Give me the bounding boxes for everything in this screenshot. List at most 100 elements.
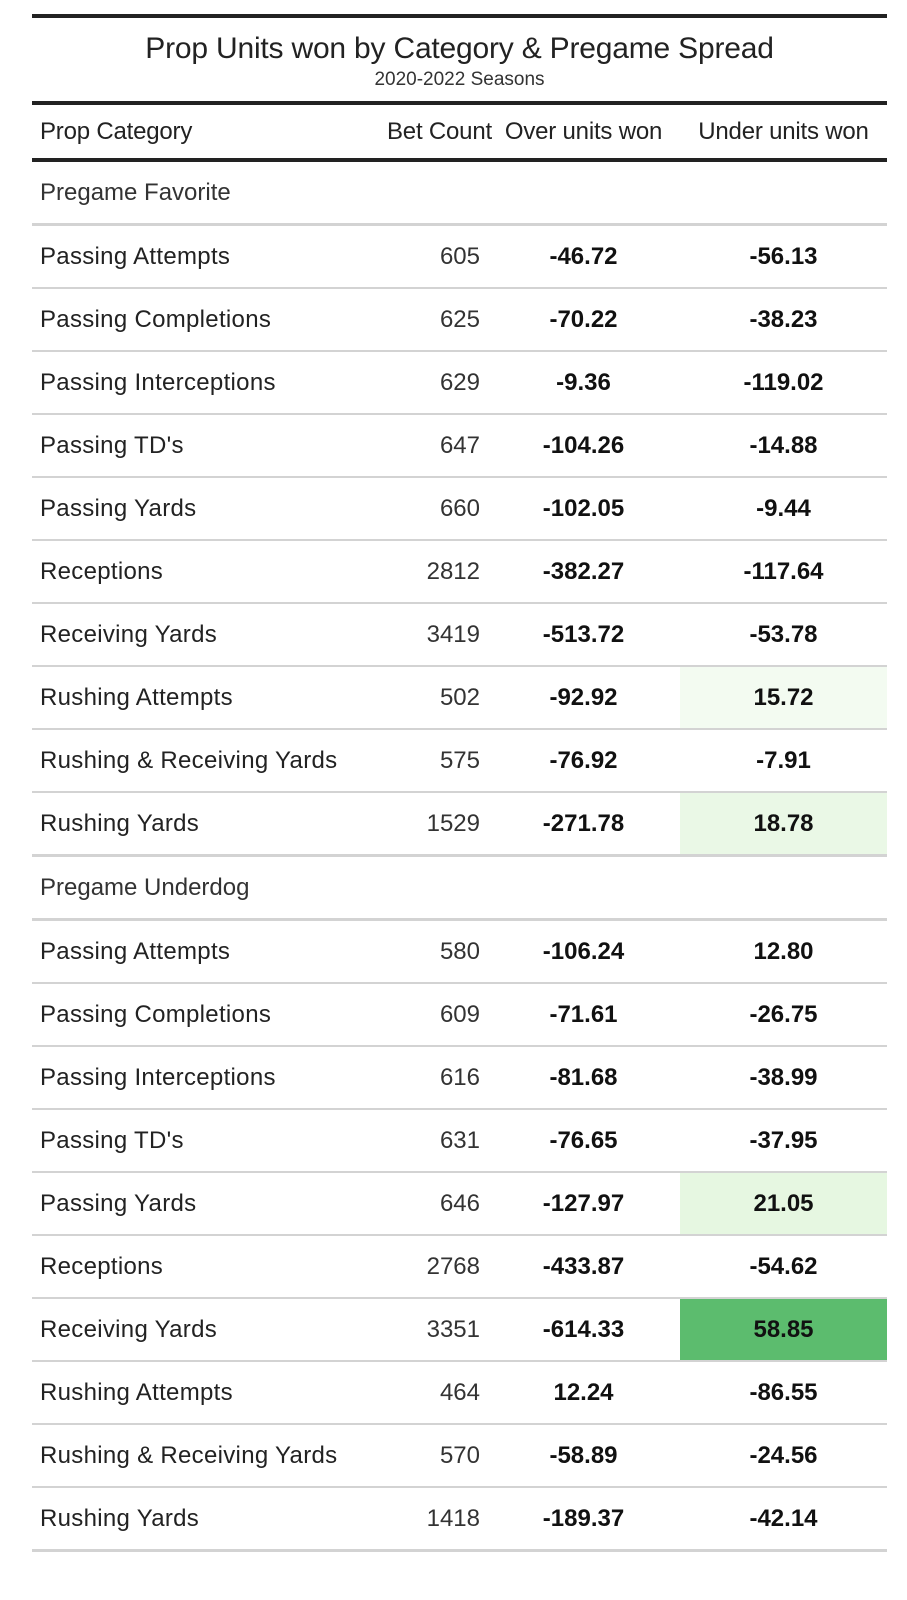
cell-bet-count: 631 bbox=[387, 1109, 487, 1173]
table-row: Receptions 2812 -382.27 -117.64 bbox=[32, 540, 887, 604]
cell-bet-count: 1418 bbox=[387, 1487, 487, 1552]
table-row: Passing TD's 647 -104.26 -14.88 bbox=[32, 414, 887, 478]
cell-bet-count: 1529 bbox=[387, 792, 487, 857]
cell-over-units: -102.05 bbox=[487, 477, 680, 541]
cell-over-units: -382.27 bbox=[487, 540, 680, 604]
cell-under-units: -7.91 bbox=[680, 729, 887, 793]
cell-prop-category: Rushing & Receiving Yards bbox=[32, 1424, 387, 1488]
table-row: Rushing Attempts 502 -92.92 15.72 bbox=[32, 666, 887, 730]
cell-prop-category: Rushing Yards bbox=[32, 792, 387, 857]
cell-over-units: -9.36 bbox=[487, 351, 680, 415]
table-row: Passing Attempts 580 -106.24 12.80 bbox=[32, 919, 887, 984]
cell-under-units: -9.44 bbox=[680, 477, 887, 541]
table-row: Passing Yards 660 -102.05 -9.44 bbox=[32, 477, 887, 541]
cell-over-units: -614.33 bbox=[487, 1298, 680, 1362]
cell-over-units: -104.26 bbox=[487, 414, 680, 478]
cell-over-units: -513.72 bbox=[487, 603, 680, 667]
cell-bet-count: 502 bbox=[387, 666, 487, 730]
cell-prop-category: Passing Yards bbox=[32, 477, 387, 541]
cell-bet-count: 3419 bbox=[387, 603, 487, 667]
cell-under-units: -119.02 bbox=[680, 351, 887, 415]
table-row: Passing Attempts 605 -46.72 -56.13 bbox=[32, 224, 887, 289]
cell-prop-category: Rushing Attempts bbox=[32, 1361, 387, 1425]
column-header-bet-count: Bet Count bbox=[387, 105, 492, 162]
chart-subtitle: 2020-2022 Seasons bbox=[374, 69, 545, 90]
cell-over-units: -92.92 bbox=[487, 666, 680, 730]
cell-over-units: -76.92 bbox=[487, 729, 680, 793]
cell-prop-category: Rushing Attempts bbox=[32, 666, 387, 730]
table-row: Rushing Yards 1529 -271.78 18.78 bbox=[32, 792, 887, 857]
cell-bet-count: 2768 bbox=[387, 1235, 487, 1299]
group-label: Pregame Favorite bbox=[32, 160, 887, 226]
cell-over-units: -106.24 bbox=[487, 919, 680, 984]
cell-prop-category: Passing Completions bbox=[32, 983, 387, 1047]
cell-over-units: -433.87 bbox=[487, 1235, 680, 1299]
header-rule bbox=[32, 101, 887, 105]
units-table-container: Prop Units won by Category & Pregame Spr… bbox=[32, 14, 887, 1552]
column-header-row: Prop Category Bet Count Over units won U… bbox=[32, 105, 887, 162]
table-row: Passing TD's 631 -76.65 -37.95 bbox=[32, 1109, 887, 1173]
cell-under-units: -53.78 bbox=[680, 603, 887, 667]
column-header-prop-category: Prop Category bbox=[32, 105, 387, 162]
cell-under-units: -24.56 bbox=[680, 1424, 887, 1488]
cell-over-units: -81.68 bbox=[487, 1046, 680, 1110]
cell-under-units: 21.05 bbox=[680, 1172, 887, 1236]
cell-under-units: -38.23 bbox=[680, 288, 887, 352]
cell-prop-category: Passing Completions bbox=[32, 288, 387, 352]
cell-prop-category: Receptions bbox=[32, 1235, 387, 1299]
cell-prop-category: Receiving Yards bbox=[32, 603, 387, 667]
cell-under-units: -86.55 bbox=[680, 1361, 887, 1425]
cell-over-units: -127.97 bbox=[487, 1172, 680, 1236]
table-row: Receptions 2768 -433.87 -54.62 bbox=[32, 1235, 887, 1299]
cell-prop-category: Receiving Yards bbox=[32, 1298, 387, 1362]
cell-over-units: 12.24 bbox=[487, 1361, 680, 1425]
cell-bet-count: 625 bbox=[387, 288, 487, 352]
table-row: Rushing Yards 1418 -189.37 -42.14 bbox=[32, 1487, 887, 1552]
cell-over-units: -71.61 bbox=[487, 983, 680, 1047]
cell-under-units: -38.99 bbox=[680, 1046, 887, 1110]
cell-under-units: 12.80 bbox=[680, 919, 887, 984]
cell-bet-count: 646 bbox=[387, 1172, 487, 1236]
group-row: Pregame Underdog bbox=[32, 855, 887, 921]
cell-bet-count: 570 bbox=[387, 1424, 487, 1488]
cell-under-units: 15.72 bbox=[680, 666, 887, 730]
cell-over-units: -70.22 bbox=[487, 288, 680, 352]
chart-title: Prop Units won by Category & Pregame Spr… bbox=[145, 32, 774, 65]
group-row: Pregame Favorite bbox=[32, 160, 887, 226]
cell-over-units: -58.89 bbox=[487, 1424, 680, 1488]
table-row: Receiving Yards 3351 -614.33 58.85 bbox=[32, 1298, 887, 1362]
cell-prop-category: Passing Interceptions bbox=[32, 1046, 387, 1110]
cell-bet-count: 580 bbox=[387, 919, 487, 984]
cell-prop-category: Passing Attempts bbox=[32, 919, 387, 984]
cell-under-units: -117.64 bbox=[680, 540, 887, 604]
cell-bet-count: 609 bbox=[387, 983, 487, 1047]
cell-prop-category: Rushing & Receiving Yards bbox=[32, 729, 387, 793]
units-table: Prop Category Bet Count Over units won U… bbox=[32, 105, 887, 1552]
cell-over-units: -76.65 bbox=[487, 1109, 680, 1173]
cell-over-units: -189.37 bbox=[487, 1487, 680, 1552]
cell-bet-count: 616 bbox=[387, 1046, 487, 1110]
cell-prop-category: Passing TD's bbox=[32, 414, 387, 478]
cell-prop-category: Receptions bbox=[32, 540, 387, 604]
cell-under-units: -26.75 bbox=[680, 983, 887, 1047]
cell-bet-count: 647 bbox=[387, 414, 487, 478]
table-row: Passing Yards 646 -127.97 21.05 bbox=[32, 1172, 887, 1236]
table-row: Passing Completions 609 -71.61 -26.75 bbox=[32, 983, 887, 1047]
cell-bet-count: 3351 bbox=[387, 1298, 487, 1362]
cell-under-units: -14.88 bbox=[680, 414, 887, 478]
cell-prop-category: Passing Interceptions bbox=[32, 351, 387, 415]
cell-prop-category: Rushing Yards bbox=[32, 1487, 387, 1552]
cell-under-units: -42.14 bbox=[680, 1487, 887, 1552]
table-row: Rushing Attempts 464 12.24 -86.55 bbox=[32, 1361, 887, 1425]
top-rule bbox=[32, 14, 887, 18]
column-header-under-units: Under units won bbox=[680, 105, 887, 162]
table-body: Pregame Favorite Passing Attempts 605 -46.7… bbox=[32, 160, 887, 1552]
column-header-over-units: Over units won bbox=[487, 105, 680, 162]
cell-under-units: 18.78 bbox=[680, 792, 887, 857]
table-row: Rushing & Receiving Yards 570 -58.89 -24.56 bbox=[32, 1424, 887, 1488]
group-label: Pregame Underdog bbox=[32, 855, 887, 921]
cell-over-units: -271.78 bbox=[487, 792, 680, 857]
cell-bet-count: 464 bbox=[387, 1361, 487, 1425]
cell-under-units: -37.95 bbox=[680, 1109, 887, 1173]
table-row: Passing Interceptions 616 -81.68 -38.99 bbox=[32, 1046, 887, 1110]
